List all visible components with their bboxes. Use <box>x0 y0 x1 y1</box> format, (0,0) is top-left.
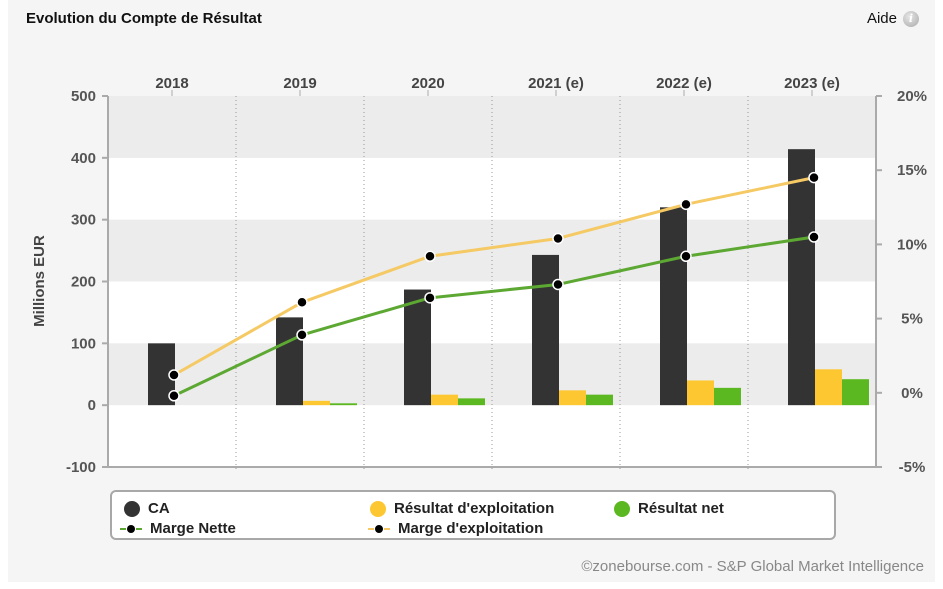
bar-resultat-net <box>330 403 357 406</box>
marge-exploitation-point <box>296 296 308 309</box>
marge-exploitation-point <box>168 369 180 381</box>
y2-tick-label: 10% <box>897 236 927 253</box>
bar-resultat-net <box>586 394 613 406</box>
marge-nette-point <box>168 390 180 402</box>
bar-resultat-net <box>842 379 869 406</box>
y-tick-label: -100 <box>66 459 96 476</box>
legend-item-resultat-exploitation[interactable]: Résultat d'exploitation <box>370 500 554 517</box>
x-tick-label: 2022 (e) <box>656 75 712 92</box>
bar-ca <box>532 254 559 406</box>
chart-legend: CA Résultat d'exploitation Résultat net … <box>110 490 836 540</box>
help-label: Aide <box>866 10 897 27</box>
legend-item-marge-exploitation[interactable]: Marge d'exploitation <box>368 520 543 537</box>
legend-swatch-resultat-net <box>614 500 630 517</box>
x-tick-label: 2021 (e) <box>528 75 584 92</box>
x-tick-label: 2023 (e) <box>784 75 840 92</box>
bar-resultat-net <box>458 398 485 406</box>
legend-item-ca[interactable]: CA <box>124 500 170 517</box>
legend-swatch-ca <box>124 500 140 517</box>
grid-band <box>108 343 876 406</box>
bar-ca <box>788 149 815 406</box>
marge-nette-point <box>424 292 436 304</box>
x-tick-label: 2018 <box>155 75 188 92</box>
y-axis-title: Millions EUR <box>31 235 48 327</box>
x-tick-label: 2019 <box>283 75 316 92</box>
y-tick-label: 400 <box>71 150 96 167</box>
info-icon[interactable]: i <box>903 10 919 27</box>
legend-swatch-resultat-exploitation <box>370 500 386 517</box>
y2-tick-label: 0% <box>901 385 923 402</box>
marge-exploitation-point <box>680 198 692 211</box>
marge-nette-point <box>680 250 692 263</box>
bar-resultat-exploitation <box>687 380 714 406</box>
legend-label-marge-exploitation: Marge d'exploitation <box>398 520 544 537</box>
marge-exploitation-point <box>424 250 436 263</box>
marge-nette-line <box>173 235 815 398</box>
marge-nette-point <box>296 329 308 341</box>
legend-label-resultat-net: Résultat net <box>638 500 724 517</box>
grid-band <box>108 219 876 282</box>
bar-ca <box>660 207 687 406</box>
grid-band <box>108 96 876 158</box>
help-link[interactable]: Aide i <box>867 10 919 27</box>
legend-item-resultat-net[interactable]: Résultat net <box>614 500 724 517</box>
marge-nette-point <box>808 231 820 243</box>
y-tick-label: 500 <box>71 88 96 105</box>
bar-resultat-exploitation <box>559 390 586 406</box>
y2-tick-label: -5% <box>899 459 926 476</box>
bar-resultat-exploitation <box>431 394 458 406</box>
marge-nette-point <box>552 278 564 291</box>
legend-item-marge-nette[interactable]: Marge Nette <box>120 520 236 537</box>
source-credit: ©zonebourse.com - S&P Global Market Inte… <box>581 558 924 575</box>
marge-exploitation-line <box>173 176 815 377</box>
bar-resultat-net <box>714 387 741 406</box>
legend-label-ca: CA <box>148 500 170 517</box>
y-tick-label: 300 <box>71 212 96 229</box>
y-tick-label: 0 <box>88 397 96 414</box>
legend-swatch-marge-nette <box>120 523 142 535</box>
marge-exploitation-point <box>808 171 820 184</box>
y-tick-label: 100 <box>71 335 96 352</box>
y2-tick-label: 15% <box>897 162 927 179</box>
bar-resultat-exploitation <box>815 369 842 406</box>
chart-title: Evolution du Compte de Résultat <box>26 10 262 27</box>
y2-tick-label: 5% <box>901 311 923 328</box>
marge-exploitation-point <box>552 232 564 245</box>
bar-resultat-exploitation <box>303 400 330 406</box>
bar-ca <box>404 289 431 406</box>
legend-label-marge-nette: Marge Nette <box>150 520 236 537</box>
legend-swatch-marge-exploitation <box>368 523 390 535</box>
y-tick-label: 200 <box>71 274 96 291</box>
x-tick-label: 2020 <box>411 75 444 92</box>
y2-tick-label: 20% <box>897 88 927 105</box>
legend-label-resultat-exploitation: Résultat d'exploitation <box>394 500 555 517</box>
